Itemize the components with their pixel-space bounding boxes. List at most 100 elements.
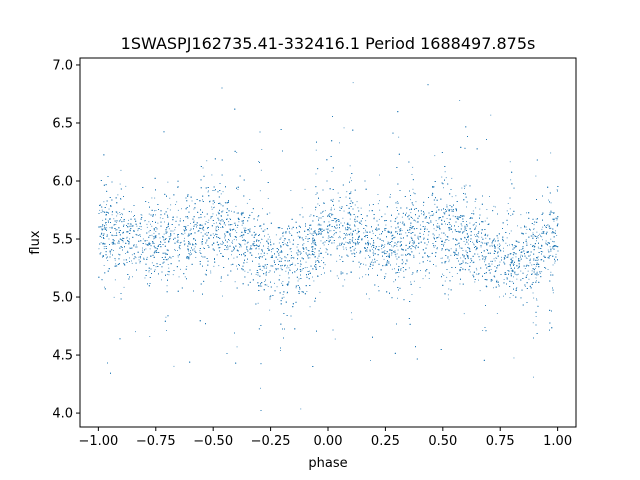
- data-point: [114, 259, 116, 261]
- data-point: [107, 220, 109, 222]
- data-point: [218, 265, 220, 267]
- data-point: [305, 261, 307, 263]
- data-point: [328, 244, 329, 245]
- data-point: [379, 209, 381, 211]
- data-point: [538, 247, 540, 249]
- data-point: [429, 215, 431, 217]
- data-point: [111, 242, 113, 244]
- data-point: [337, 245, 339, 247]
- data-point: [517, 273, 519, 275]
- data-point: [401, 223, 403, 225]
- data-point: [117, 213, 119, 215]
- data-point: [315, 173, 317, 175]
- data-point: [527, 270, 529, 272]
- data-point: [260, 169, 262, 171]
- data-point: [517, 260, 519, 262]
- data-point: [167, 259, 169, 261]
- data-point: [420, 270, 421, 271]
- data-point: [522, 248, 523, 250]
- data-point: [396, 207, 398, 209]
- data-point: [221, 215, 222, 217]
- data-point: [139, 262, 141, 264]
- data-point: [424, 226, 426, 228]
- data-point: [148, 271, 150, 273]
- data-point: [550, 255, 552, 256]
- data-point: [274, 282, 275, 284]
- data-point: [128, 226, 130, 228]
- data-point: [146, 240, 148, 241]
- data-point: [159, 217, 161, 219]
- data-point: [287, 265, 288, 267]
- data-point: [550, 227, 552, 229]
- data-point: [275, 269, 277, 271]
- data-point: [135, 246, 137, 248]
- data-point: [513, 276, 514, 278]
- data-point: [474, 223, 475, 225]
- data-point: [493, 287, 494, 289]
- data-point: [283, 231, 285, 233]
- data-point: [365, 264, 367, 266]
- data-point: [494, 206, 496, 208]
- data-point: [378, 246, 380, 247]
- data-point: [204, 273, 206, 275]
- data-point: [239, 246, 241, 248]
- data-point: [285, 270, 287, 272]
- data-point: [368, 255, 369, 256]
- data-point: [336, 246, 338, 248]
- data-point: [412, 217, 413, 219]
- data-point: [322, 242, 324, 244]
- data-point: [319, 247, 321, 249]
- data-point: [509, 233, 510, 235]
- data-point: [490, 260, 492, 262]
- data-point: [526, 275, 527, 277]
- data-point: [400, 268, 402, 269]
- data-point: [118, 240, 119, 242]
- data-point: [357, 207, 359, 209]
- data-point: [512, 294, 514, 296]
- data-point: [359, 242, 360, 243]
- data-point: [224, 202, 226, 203]
- data-point: [350, 177, 351, 179]
- data-point: [160, 241, 162, 243]
- data-point: [240, 234, 242, 236]
- data-point: [413, 192, 415, 194]
- data-point: [317, 203, 319, 205]
- data-point: [190, 223, 191, 224]
- data-point: [412, 166, 414, 168]
- data-point: [384, 265, 386, 267]
- data-point: [121, 213, 123, 214]
- data-point: [541, 232, 543, 234]
- data-point: [140, 257, 141, 259]
- data-point: [555, 253, 557, 255]
- data-point: [146, 256, 148, 258]
- data-point: [157, 222, 159, 224]
- data-point: [243, 234, 245, 236]
- data-point: [441, 249, 443, 251]
- data-point: [315, 149, 317, 151]
- data-point: [413, 280, 415, 282]
- data-point: [334, 338, 336, 340]
- data-point: [536, 299, 538, 301]
- data-point: [535, 265, 537, 267]
- data-point: [372, 248, 373, 250]
- data-point: [197, 230, 199, 232]
- data-point: [432, 214, 434, 216]
- data-point: [290, 251, 292, 253]
- data-point: [166, 330, 167, 331]
- data-point: [539, 273, 541, 274]
- data-point: [174, 229, 176, 231]
- data-point: [349, 234, 351, 236]
- data-point: [269, 212, 271, 214]
- data-point: [516, 278, 518, 280]
- data-point: [482, 258, 484, 260]
- data-point: [101, 228, 103, 230]
- data-point: [281, 258, 283, 260]
- data-point: [496, 279, 498, 281]
- data-point: [319, 205, 320, 206]
- data-point: [543, 231, 545, 232]
- data-point: [401, 237, 403, 239]
- data-point: [427, 234, 429, 236]
- data-point: [120, 219, 121, 221]
- data-point: [364, 257, 366, 259]
- data-point: [178, 276, 180, 278]
